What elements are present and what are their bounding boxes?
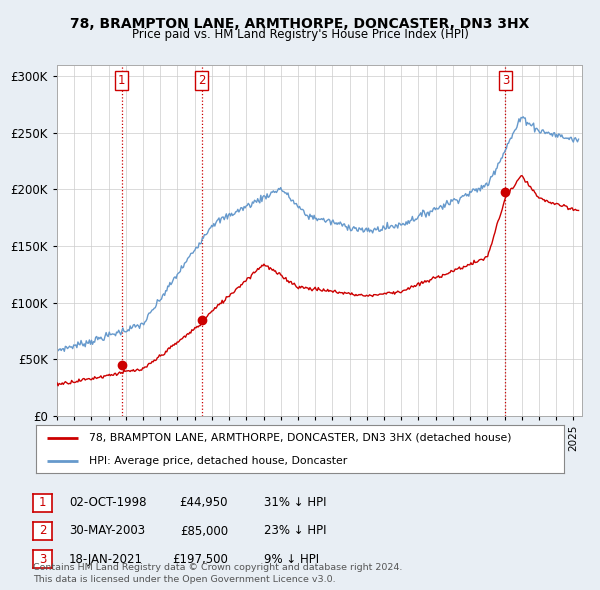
Text: 1: 1	[118, 74, 125, 87]
Text: 18-JAN-2021: 18-JAN-2021	[69, 553, 143, 566]
Text: 9% ↓ HPI: 9% ↓ HPI	[264, 553, 319, 566]
Text: 02-OCT-1998: 02-OCT-1998	[69, 496, 146, 509]
Text: 23% ↓ HPI: 23% ↓ HPI	[264, 525, 326, 537]
Text: £197,500: £197,500	[172, 553, 228, 566]
Text: 78, BRAMPTON LANE, ARMTHORPE, DONCASTER, DN3 3HX (detached house): 78, BRAMPTON LANE, ARMTHORPE, DONCASTER,…	[89, 433, 511, 443]
Text: 1: 1	[39, 496, 46, 509]
Text: Price paid vs. HM Land Registry's House Price Index (HPI): Price paid vs. HM Land Registry's House …	[131, 28, 469, 41]
Text: £85,000: £85,000	[180, 525, 228, 537]
Text: HPI: Average price, detached house, Doncaster: HPI: Average price, detached house, Donc…	[89, 456, 347, 466]
Text: 31% ↓ HPI: 31% ↓ HPI	[264, 496, 326, 509]
Text: 3: 3	[502, 74, 509, 87]
Text: 2: 2	[39, 525, 46, 537]
Text: 2: 2	[198, 74, 206, 87]
Text: 78, BRAMPTON LANE, ARMTHORPE, DONCASTER, DN3 3HX: 78, BRAMPTON LANE, ARMTHORPE, DONCASTER,…	[70, 17, 530, 31]
Text: £44,950: £44,950	[179, 496, 228, 509]
Text: Contains HM Land Registry data © Crown copyright and database right 2024.
This d: Contains HM Land Registry data © Crown c…	[33, 563, 403, 584]
Text: 3: 3	[39, 553, 46, 566]
Text: 30-MAY-2003: 30-MAY-2003	[69, 525, 145, 537]
